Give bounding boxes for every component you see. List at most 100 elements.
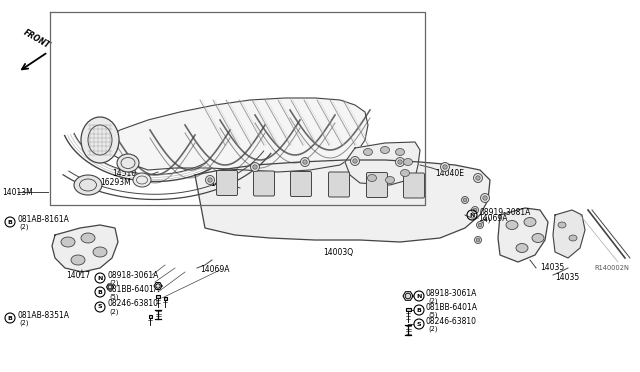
FancyBboxPatch shape xyxy=(253,171,275,196)
Text: 08918-3061A: 08918-3061A xyxy=(107,270,158,279)
FancyBboxPatch shape xyxy=(291,171,312,196)
Circle shape xyxy=(250,163,259,171)
Text: 14003: 14003 xyxy=(210,179,234,187)
Text: 14003Q: 14003Q xyxy=(323,248,353,257)
Ellipse shape xyxy=(403,158,413,166)
Text: 14013M: 14013M xyxy=(2,187,33,196)
Ellipse shape xyxy=(558,222,566,228)
FancyBboxPatch shape xyxy=(328,172,349,197)
Text: S: S xyxy=(417,321,421,327)
Text: N: N xyxy=(416,294,422,298)
Text: (2): (2) xyxy=(428,326,438,332)
Ellipse shape xyxy=(81,233,95,243)
Text: 081AB-8351A: 081AB-8351A xyxy=(17,311,69,320)
Circle shape xyxy=(440,163,449,171)
Circle shape xyxy=(477,221,483,228)
Ellipse shape xyxy=(367,174,376,182)
Text: 16293M: 16293M xyxy=(100,177,131,186)
Circle shape xyxy=(483,196,487,200)
Ellipse shape xyxy=(381,147,390,154)
Text: 08246-63810: 08246-63810 xyxy=(426,317,477,326)
Text: 14035: 14035 xyxy=(540,263,564,273)
Circle shape xyxy=(396,157,404,167)
Text: N: N xyxy=(97,276,102,280)
Ellipse shape xyxy=(532,234,544,243)
Text: 081AB-8161A: 081AB-8161A xyxy=(17,215,69,224)
Ellipse shape xyxy=(61,237,75,247)
Text: 08246-63810: 08246-63810 xyxy=(107,299,158,308)
Circle shape xyxy=(474,237,481,244)
Ellipse shape xyxy=(81,117,119,163)
Ellipse shape xyxy=(524,218,536,227)
Ellipse shape xyxy=(71,255,85,265)
Bar xyxy=(406,308,410,311)
Ellipse shape xyxy=(516,244,528,253)
Ellipse shape xyxy=(569,235,577,241)
Polygon shape xyxy=(106,284,113,290)
Ellipse shape xyxy=(117,154,139,172)
Text: 08918-3061A: 08918-3061A xyxy=(426,289,477,298)
Circle shape xyxy=(472,206,479,214)
Ellipse shape xyxy=(93,247,107,257)
Text: (2): (2) xyxy=(428,298,438,304)
Circle shape xyxy=(301,157,310,167)
Circle shape xyxy=(476,176,480,180)
Circle shape xyxy=(473,208,477,212)
Polygon shape xyxy=(498,208,548,262)
Circle shape xyxy=(353,159,357,163)
Circle shape xyxy=(463,198,467,202)
FancyBboxPatch shape xyxy=(367,173,387,198)
Text: (2): (2) xyxy=(109,280,118,286)
Ellipse shape xyxy=(401,170,410,176)
Ellipse shape xyxy=(74,175,102,195)
Circle shape xyxy=(351,157,360,166)
Text: S: S xyxy=(98,305,102,310)
Circle shape xyxy=(478,223,482,227)
Text: (2): (2) xyxy=(19,320,29,326)
Text: 081BB-6401A: 081BB-6401A xyxy=(107,285,159,294)
Text: B: B xyxy=(417,308,421,312)
Text: R140002N: R140002N xyxy=(594,265,629,271)
Ellipse shape xyxy=(396,148,404,155)
Bar xyxy=(163,297,166,300)
Polygon shape xyxy=(345,142,420,185)
Text: (2): (2) xyxy=(19,224,29,230)
Ellipse shape xyxy=(385,176,394,183)
FancyBboxPatch shape xyxy=(403,173,424,198)
Text: 14069A: 14069A xyxy=(200,266,230,275)
Polygon shape xyxy=(553,210,585,258)
Text: B: B xyxy=(8,219,12,224)
Bar xyxy=(148,315,152,318)
FancyBboxPatch shape xyxy=(216,170,237,196)
Circle shape xyxy=(461,196,468,203)
Text: (5): (5) xyxy=(109,294,118,300)
Circle shape xyxy=(474,173,483,183)
Circle shape xyxy=(253,165,257,169)
Text: (2): (2) xyxy=(109,309,118,315)
Text: 081BB-6401A: 081BB-6401A xyxy=(426,302,478,311)
Ellipse shape xyxy=(133,173,151,187)
Circle shape xyxy=(205,176,214,185)
Polygon shape xyxy=(100,98,368,172)
Text: (5): (5) xyxy=(428,312,438,318)
Text: 14017: 14017 xyxy=(66,271,90,280)
Polygon shape xyxy=(195,160,490,242)
Text: N: N xyxy=(469,212,475,218)
Text: B: B xyxy=(8,315,12,321)
Polygon shape xyxy=(403,292,413,300)
Circle shape xyxy=(398,160,402,164)
Circle shape xyxy=(443,165,447,169)
Ellipse shape xyxy=(506,221,518,230)
Circle shape xyxy=(481,193,490,202)
Text: FRONT: FRONT xyxy=(22,28,52,50)
Polygon shape xyxy=(52,225,118,272)
Text: 14035: 14035 xyxy=(555,273,579,282)
Text: 14510: 14510 xyxy=(112,169,136,177)
Polygon shape xyxy=(154,283,162,289)
Text: 14069A: 14069A xyxy=(478,214,508,222)
Circle shape xyxy=(208,178,212,182)
Text: (4): (4) xyxy=(481,217,490,223)
Circle shape xyxy=(476,238,480,242)
Text: B: B xyxy=(97,289,102,295)
Ellipse shape xyxy=(364,148,372,155)
